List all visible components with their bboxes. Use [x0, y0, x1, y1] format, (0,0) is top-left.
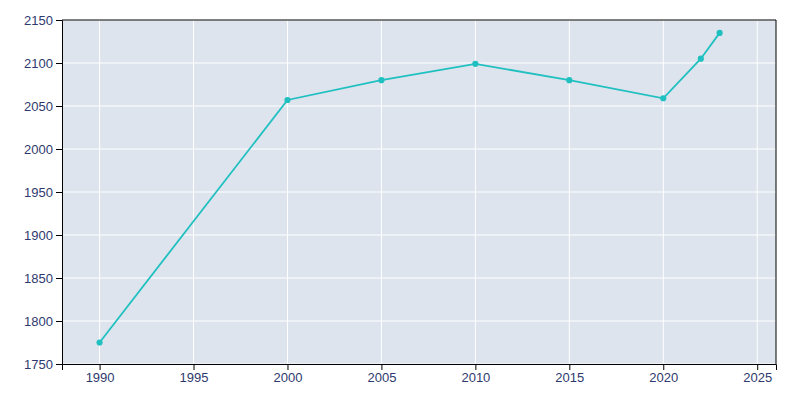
tick-mark [56, 321, 62, 322]
tick: 1995 [180, 364, 209, 385]
tick: 2000 [274, 364, 303, 385]
grid-line [62, 278, 776, 279]
axis-line [63, 365, 777, 371]
tick-label: 2010 [461, 370, 490, 385]
tick: 2010 [461, 364, 490, 385]
plot-background [62, 20, 776, 364]
tick-label: 2150 [24, 13, 53, 28]
series [96, 30, 722, 346]
tick-label: 1990 [86, 370, 115, 385]
point [566, 77, 572, 83]
tick: 1750 [24, 357, 62, 372]
tick-mark [287, 364, 288, 370]
point [717, 30, 723, 36]
grid-line [62, 149, 776, 150]
tick-label: 1900 [24, 228, 53, 243]
tick-mark [56, 149, 62, 150]
point [284, 97, 290, 103]
tick: 1990 [86, 364, 115, 385]
tick-label: 1850 [24, 271, 53, 286]
point [698, 56, 704, 62]
grid-line [62, 235, 776, 236]
y-axis: 1750 1800 1850 1900 1950 2000 2050 2100 2150 [24, 13, 62, 372]
tick-mark [569, 364, 570, 370]
tick: 2015 [555, 364, 584, 385]
tick-label: 2020 [649, 370, 678, 385]
tick: 2000 [24, 142, 62, 157]
tick-label: 2025 [743, 370, 772, 385]
tick: 1850 [24, 271, 62, 286]
tick-mark [56, 278, 62, 279]
tick-label: 2050 [24, 99, 53, 114]
tick: 2150 [24, 13, 62, 28]
tick-mark [56, 20, 62, 21]
tick-mark [381, 364, 382, 370]
tick-label: 2015 [555, 370, 584, 385]
tick: 2005 [367, 364, 396, 385]
tick: 2050 [24, 99, 62, 114]
tick-label: 1750 [24, 357, 53, 372]
frame [776, 20, 777, 364]
tick-label: 1800 [24, 314, 53, 329]
tick-mark [56, 63, 62, 64]
tick-mark [475, 364, 476, 370]
tick-label: 2000 [24, 142, 53, 157]
tick: 2100 [24, 56, 62, 71]
point [378, 77, 384, 83]
tick: 1800 [24, 314, 62, 329]
grid [62, 20, 776, 364]
grid-line [62, 106, 776, 107]
point [660, 95, 666, 101]
tick-mark [56, 106, 62, 107]
grid-line [62, 321, 776, 322]
grid-line [62, 20, 776, 21]
plot: 1990 1995 2000 2005 2010 2015 2020 2025 1750 1800… [24, 13, 776, 386]
tick-mark [757, 364, 758, 370]
frame [62, 20, 776, 21]
tick-label: 1950 [24, 185, 53, 200]
tick-mark [663, 364, 664, 370]
tick: 2025 [743, 364, 772, 385]
point [472, 61, 478, 67]
tick-label: 2005 [367, 370, 396, 385]
tick: 1950 [24, 185, 62, 200]
tick-mark [56, 235, 62, 236]
tick-mark [100, 364, 101, 370]
tick-label: 2100 [24, 56, 53, 71]
tick: 1900 [24, 228, 62, 243]
grid-line [62, 192, 776, 193]
chart: 1990 1995 2000 2005 2010 2015 2020 2025 1750 1800… [0, 0, 800, 400]
tick-mark [194, 364, 195, 370]
tick: 2020 [649, 364, 678, 385]
axis-line [56, 21, 63, 365]
tick-mark [56, 192, 62, 193]
tick-label: 2000 [274, 370, 303, 385]
tick-mark [56, 364, 62, 365]
line [100, 33, 720, 343]
tick-label: 1995 [180, 370, 209, 385]
grid-line [62, 63, 776, 64]
point [96, 339, 102, 345]
x-axis: 1990 1995 2000 2005 2010 2015 2020 2025 [63, 364, 777, 385]
